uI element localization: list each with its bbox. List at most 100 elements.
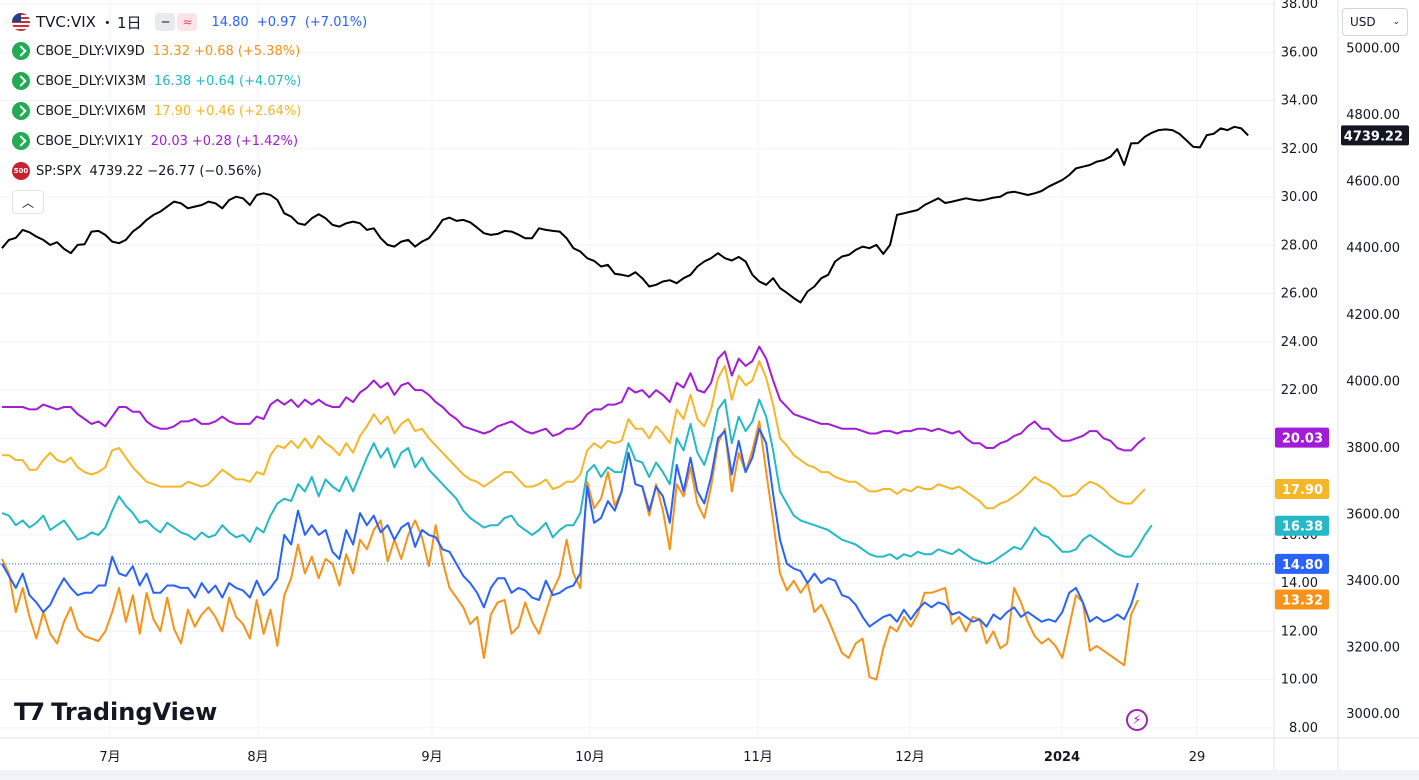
legend-pct: (+2.64%)	[239, 103, 302, 119]
vix-tick-label: 32.00	[1281, 142, 1318, 157]
green-arrow-icon	[12, 72, 30, 90]
legend-main-values: 14.80 +0.97 (+7.01%)	[211, 15, 367, 30]
time-tick-label: 10月	[575, 750, 605, 765]
price-tag	[1341, 125, 1409, 146]
currency-select[interactable]: USD ⌄	[1342, 8, 1408, 36]
series-line-vix9d	[1, 420, 1139, 681]
vix-tick-label: 24.00	[1281, 335, 1318, 350]
time-tick-label: 11月	[743, 750, 773, 765]
green-arrow-icon	[12, 102, 30, 120]
chart-series	[0, 125, 1274, 681]
vix-tick-label: 34.00	[1281, 94, 1318, 109]
collapse-legend-button[interactable]: ︿	[12, 190, 44, 214]
legend-symbol: CBOE_DLY:VIX9D	[36, 43, 145, 59]
spx-tick-label: 3200.00	[1346, 640, 1400, 655]
legend: TVC:VIX ・ 1日 ━ ≈ 14.80 +0.97 (+7.01%) CBO…	[12, 8, 367, 214]
green-arrow-icon	[12, 132, 30, 150]
minus-icon[interactable]: ━	[155, 13, 176, 31]
price-tag-label: 17.90	[1282, 483, 1323, 498]
tradingview-logo: 𝗧𝟳 TradingView	[14, 698, 217, 726]
series-line-vix1y	[2, 345, 1146, 452]
sp500-icon: 500	[12, 162, 30, 180]
legend-pct: (+4.07%)	[239, 73, 302, 89]
spx-tick-label: 4000.00	[1346, 374, 1400, 389]
logo-text: TradingView	[51, 698, 218, 726]
vix-tick-label: 14.00	[1281, 576, 1318, 591]
legend-value: 20.03	[150, 133, 188, 149]
legend-main-interval: 1日	[116, 13, 142, 32]
us-flag-icon	[12, 13, 30, 31]
spx-tick-label: 4400.00	[1346, 241, 1400, 256]
legend-change: +0.46	[195, 103, 236, 119]
time-tick-label: 12月	[895, 750, 925, 765]
time-tick-label: 7月	[99, 750, 120, 765]
time-tick-label: 8月	[247, 750, 268, 765]
spx-tick-label: 4200.00	[1346, 308, 1400, 323]
legend-row[interactable]: CBOE_DLY:VIX3M 16.38 +0.64 (+4.07%)	[12, 66, 367, 96]
price-tag-label: 4739.22	[1344, 129, 1403, 144]
bottom-bar	[0, 770, 1419, 780]
legend-row[interactable]: CBOE_DLY:VIX9D 13.32 +0.68 (+5.38%)	[12, 36, 367, 66]
series-line-vix	[1, 427, 1139, 628]
green-arrow-icon	[12, 42, 30, 60]
spx-tick-label: 3600.00	[1346, 507, 1400, 522]
approx-icon[interactable]: ≈	[177, 13, 198, 31]
spx-tick-label: 4800.00	[1346, 108, 1400, 123]
legend-value: 17.90	[153, 103, 192, 119]
legend-main-change: +0.97	[256, 14, 297, 30]
legend-main-row[interactable]: TVC:VIX ・ 1日 ━ ≈ 14.80 +0.97 (+7.01%)	[12, 8, 367, 36]
legend-change: +0.28	[191, 133, 232, 149]
vix-tick-label: 26.00	[1281, 287, 1318, 302]
price-tag-label: 16.38	[1282, 520, 1323, 535]
series-line-vix3m	[1, 398, 1153, 565]
spx-tick-label: 3400.00	[1346, 574, 1400, 589]
legend-value: 16.38	[153, 73, 192, 89]
legend-row[interactable]: CBOE_DLY:VIX1Y 20.03 +0.28 (+1.42%)	[12, 126, 367, 156]
price-tag-label: 20.03	[1282, 432, 1323, 447]
spx-tick-label: 3000.00	[1346, 707, 1400, 722]
legend-symbol: CBOE_DLY:VIX3M	[36, 73, 146, 89]
legend-change: +0.68	[193, 43, 234, 59]
spx-tick-label: 4600.00	[1346, 175, 1400, 190]
legend-row[interactable]: CBOE_DLY:VIX6M 17.90 +0.46 (+2.64%)	[12, 96, 367, 126]
legend-change: −26.77	[147, 163, 196, 179]
time-tick-label: 2024	[1044, 750, 1080, 765]
spx-tick-label: 5000.00	[1346, 42, 1400, 57]
time-tick-label: 9月	[421, 750, 442, 765]
price-tag-label: 14.80	[1282, 558, 1323, 573]
legend-main-pct: (+7.01%)	[304, 14, 368, 30]
vix-tick-label: 30.00	[1281, 190, 1318, 205]
legend-value: 4739.22	[89, 163, 144, 179]
legend-main-symbol: TVC:VIX	[36, 13, 96, 31]
lightning-icon[interactable]: ⚡	[1126, 709, 1148, 731]
chevron-up-icon: ︿	[21, 195, 34, 210]
vix-tick-label: 10.00	[1281, 673, 1318, 688]
legend-main-value: 14.80	[211, 14, 249, 30]
price-tag	[1275, 479, 1329, 500]
price-tag	[1275, 553, 1329, 574]
price-tag-label: 13.32	[1282, 594, 1323, 609]
vix-tick-label: 12.00	[1281, 624, 1318, 639]
legend-symbol: CBOE_DLY:VIX1Y	[36, 133, 143, 149]
legend-main-buttons[interactable]: ━ ≈	[155, 13, 198, 31]
legend-value: 13.32	[152, 43, 190, 59]
vix-tick-label: 38.00	[1281, 0, 1318, 12]
vix-tick-label: 8.00	[1289, 721, 1318, 736]
legend-pct: (+5.38%)	[237, 43, 301, 59]
price-tag	[1275, 589, 1329, 610]
legend-row[interactable]: 500 SP:SPX 4739.22 −26.77 (−0.56%)	[12, 156, 367, 186]
legend-change: +0.64	[195, 73, 236, 89]
vix-tick-label: 28.00	[1281, 238, 1318, 253]
series-line-vix6m	[2, 360, 1146, 510]
series-line-spx	[1, 125, 1249, 304]
time-tick-label: 29	[1189, 750, 1206, 765]
legend-pct: (−0.56%)	[199, 163, 262, 179]
price-tag	[1275, 427, 1329, 448]
spx-tick-label: 3800.00	[1346, 441, 1400, 456]
price-tag	[1275, 515, 1329, 536]
tv-logo-icon: 𝗧𝟳	[14, 698, 45, 726]
currency-label: USD	[1350, 15, 1376, 29]
